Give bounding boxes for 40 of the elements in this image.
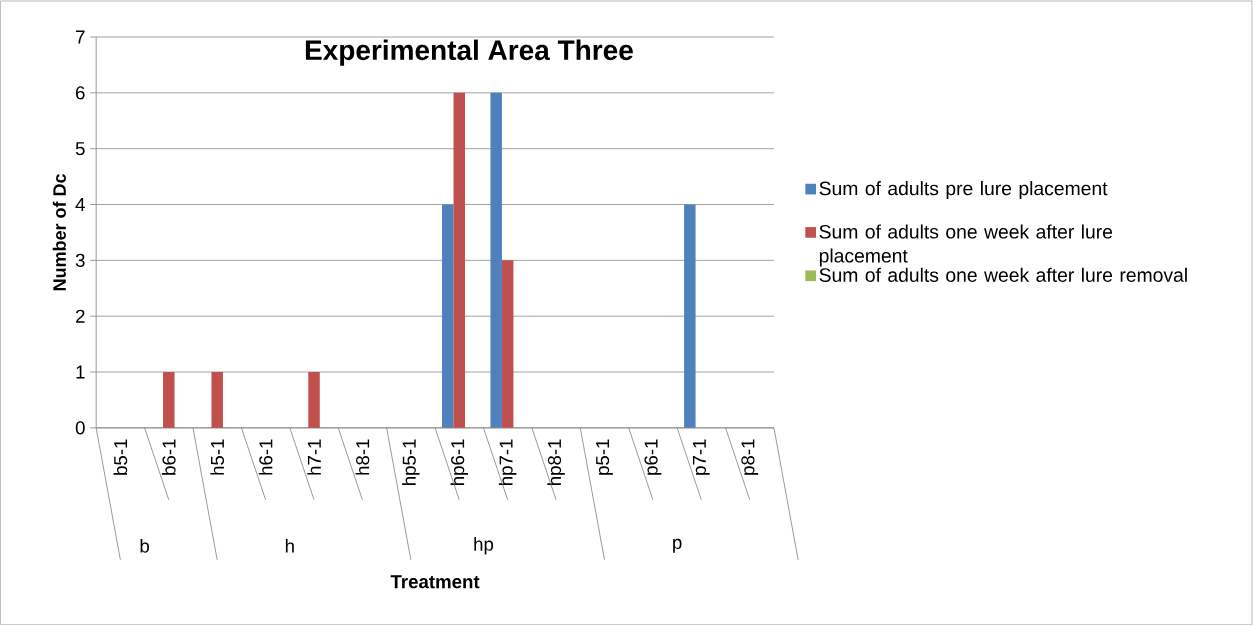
x-tick-label: h5-1 xyxy=(210,439,225,475)
bar xyxy=(308,371,320,428)
x-tick-label: h7-1 xyxy=(307,439,321,475)
bar xyxy=(211,371,223,428)
x-axis-title: Treatment xyxy=(390,575,480,589)
x-tick-label: hp6-1 xyxy=(450,439,468,485)
text: hp xyxy=(474,537,494,555)
y-tick-label: 5 xyxy=(75,142,85,156)
bar xyxy=(684,204,696,428)
y-tick-label: 3 xyxy=(75,253,85,267)
y-tick-label: 6 xyxy=(76,86,85,100)
x-tick-label: h6-1 xyxy=(258,439,273,475)
bar xyxy=(490,92,502,428)
x-tick-label: hp7-1 xyxy=(498,439,517,485)
bar xyxy=(442,204,454,428)
x-tick-label: p8-1 xyxy=(741,439,759,475)
x-tick-label: b6-1 xyxy=(161,439,176,475)
y-tick-label: 4 xyxy=(75,198,85,211)
x-tick-label: p5-1 xyxy=(596,439,613,475)
legend-label: Sum of adults pre lure placement xyxy=(819,181,1108,200)
x-tick-label: hp5-1 xyxy=(402,439,420,485)
bar xyxy=(501,260,514,428)
y-tick-label: 2 xyxy=(76,309,85,323)
bar xyxy=(453,92,466,428)
chart-title: Experimental Area Three xyxy=(305,39,633,66)
x-tick-label: p6-1 xyxy=(644,439,662,475)
x-tick-label: b5-1 xyxy=(113,439,128,475)
y-axis-title: Number of Dc xyxy=(52,173,66,291)
text: h xyxy=(285,538,294,553)
text: p xyxy=(673,538,682,553)
x-tick-label: p7-1 xyxy=(692,439,710,475)
y-tick-label: 7 xyxy=(76,30,85,44)
x-tick-label: h8-1 xyxy=(355,439,370,475)
x-tick-label: hp8-1 xyxy=(547,439,565,485)
y-tick-label: 1 xyxy=(76,365,85,379)
y-tick-label: 0 xyxy=(75,421,85,435)
text: b xyxy=(140,538,149,553)
legend-label: Sum of adults one week after lure removal xyxy=(819,267,1187,282)
bar xyxy=(163,371,175,428)
legend-label: Sum of adults one week after lure placement xyxy=(819,224,1113,267)
